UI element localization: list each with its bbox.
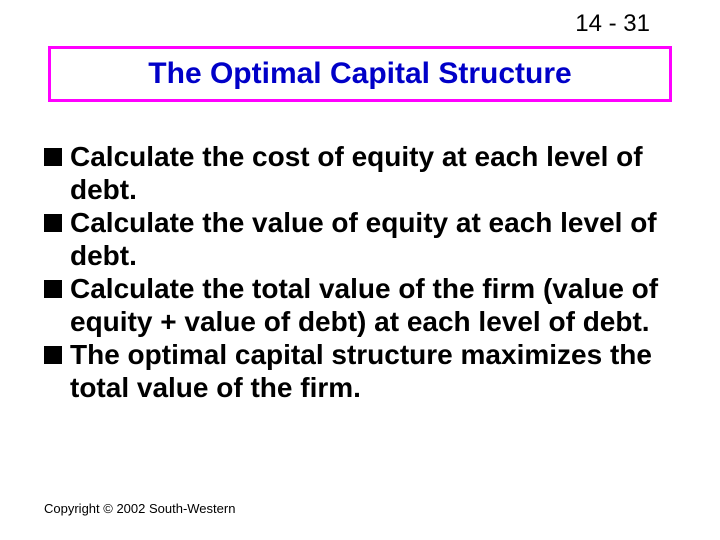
- copyright-text: Copyright © 2002 South-Western: [44, 501, 235, 516]
- slide: 14 - 31 The Optimal Capital Structure Ca…: [0, 0, 720, 540]
- square-bullet-icon: [44, 148, 62, 166]
- list-item: Calculate the value of equity at each le…: [44, 206, 684, 272]
- slide-title: The Optimal Capital Structure: [148, 57, 571, 91]
- bullet-list: Calculate the cost of equity at each lev…: [44, 140, 684, 404]
- bullet-text: Calculate the total value of the firm (v…: [70, 272, 684, 338]
- square-bullet-icon: [44, 214, 62, 232]
- list-item: Calculate the cost of equity at each lev…: [44, 140, 684, 206]
- list-item: The optimal capital structure maximizes …: [44, 338, 684, 404]
- page-number: 14 - 31: [575, 10, 650, 38]
- square-bullet-icon: [44, 346, 62, 364]
- bullet-text: The optimal capital structure maximizes …: [70, 338, 684, 404]
- square-bullet-icon: [44, 280, 62, 298]
- bullet-text: Calculate the value of equity at each le…: [70, 206, 684, 272]
- title-box: The Optimal Capital Structure: [48, 46, 672, 102]
- list-item: Calculate the total value of the firm (v…: [44, 272, 684, 338]
- bullet-text: Calculate the cost of equity at each lev…: [70, 140, 684, 206]
